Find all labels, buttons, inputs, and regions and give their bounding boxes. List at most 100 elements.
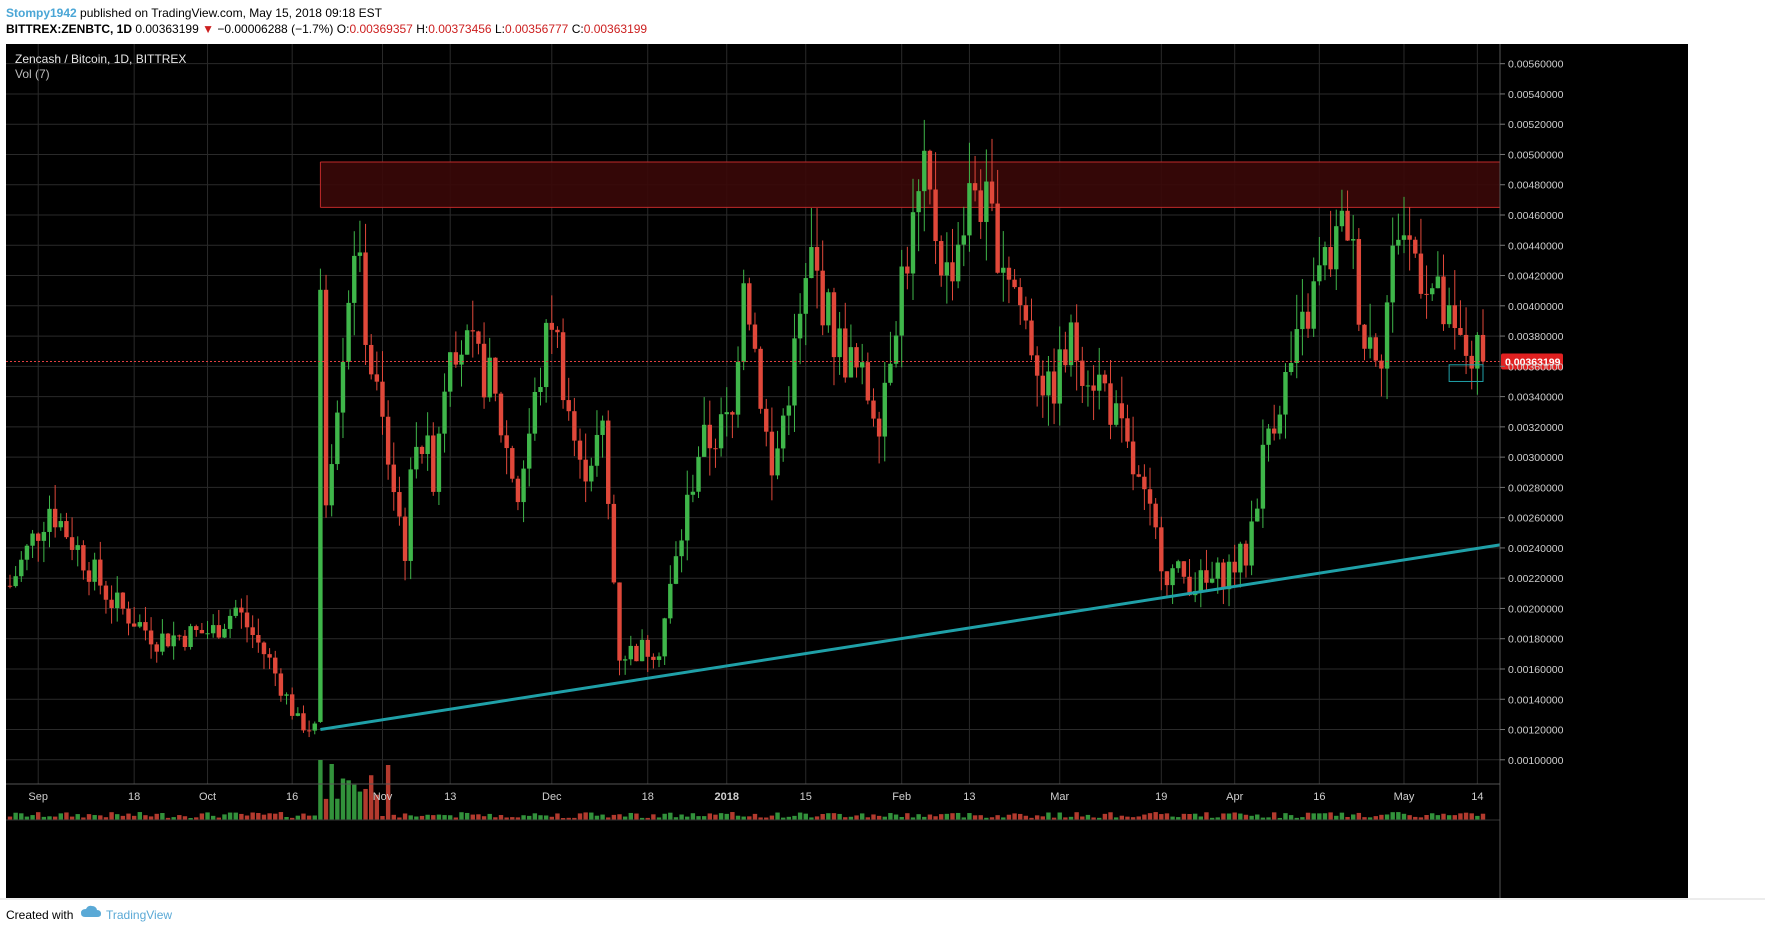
- volume-bar: [939, 814, 944, 820]
- volume-bar: [1164, 813, 1170, 820]
- volume-bar: [470, 814, 475, 820]
- volume-bar: [1418, 817, 1424, 820]
- volume-bar: [1136, 816, 1141, 820]
- candle-body: [1125, 418, 1130, 442]
- volume-bar: [1322, 813, 1328, 820]
- volume-bar: [436, 814, 442, 820]
- volume-indicator-label: Vol (7): [15, 67, 50, 81]
- candle-body: [961, 235, 966, 245]
- price-axis[interactable]: 0.00560000 0.00540000 0.00520000 0.00500000…: [1499, 44, 1564, 898]
- candle-body: [955, 244, 961, 282]
- volume-bar: [690, 813, 696, 820]
- candle-body: [380, 381, 385, 417]
- volume-bar: [961, 817, 966, 820]
- candle-body: [543, 322, 549, 388]
- volume-bar: [1113, 817, 1119, 820]
- candle-body: [1480, 334, 1486, 362]
- author-link[interactable]: Stompy1942: [6, 6, 77, 20]
- volume-bar: [668, 812, 673, 820]
- candle-body: [1294, 329, 1299, 364]
- candle-body: [1458, 328, 1463, 335]
- candle-body: [589, 465, 594, 482]
- volume-bar: [1187, 813, 1192, 820]
- volume-bar: [888, 813, 893, 820]
- volume-bar: [685, 816, 690, 820]
- volume-bar: [397, 817, 402, 820]
- volume-bar: [267, 813, 272, 820]
- tradingview-brand-link[interactable]: TradingView: [106, 908, 173, 922]
- candle-body: [1221, 562, 1226, 590]
- volume-bar: [594, 815, 600, 820]
- candle-body: [555, 329, 560, 333]
- volume-bar: [1130, 817, 1136, 820]
- volume-bar: [239, 813, 244, 820]
- candle-body: [893, 335, 899, 364]
- candle-body: [1147, 489, 1153, 504]
- volume-bar: [86, 814, 92, 820]
- volume-bar: [1469, 813, 1474, 820]
- candle-body: [1238, 543, 1243, 573]
- candle-body: [419, 446, 425, 455]
- candle-body: [41, 531, 47, 541]
- volume-bar: [448, 815, 453, 820]
- volume-bar: [1305, 812, 1311, 820]
- candle-body: [1430, 288, 1435, 295]
- volume-bar: [115, 814, 120, 820]
- volume-bar: [1311, 813, 1316, 820]
- volume-bar: [780, 817, 786, 820]
- volume-bar: [182, 816, 188, 820]
- price-tick-label: 0.00460000: [1508, 210, 1564, 222]
- volume-bar: [194, 817, 199, 820]
- created-with-label: Created with: [6, 908, 74, 922]
- price-tick-label: 0.00560000: [1508, 59, 1564, 71]
- volume-bar: [1034, 815, 1040, 820]
- candle-body: [797, 313, 803, 339]
- candle-body: [75, 545, 80, 550]
- candle-body: [1159, 527, 1164, 572]
- candle-body: [182, 635, 188, 647]
- candle-body: [758, 348, 763, 409]
- volume-bar: [402, 813, 408, 820]
- candle-body: [1164, 571, 1170, 586]
- volume-bar: [69, 816, 75, 820]
- candle-body: [673, 556, 679, 584]
- volume-bar: [764, 817, 769, 820]
- candle-body: [1401, 235, 1407, 240]
- price-tick-label: 0.00400000: [1508, 301, 1564, 313]
- volume-bar: [148, 816, 154, 820]
- candle-body: [289, 694, 295, 716]
- volume-bar: [989, 817, 995, 820]
- candle-body: [58, 521, 63, 528]
- volume-bar: [600, 814, 605, 820]
- time-tick-label: Feb: [892, 791, 911, 803]
- candle-body: [645, 639, 650, 657]
- candle-body: [769, 431, 775, 476]
- candle-body: [1390, 245, 1395, 303]
- volume-bar: [103, 817, 109, 820]
- candle-body: [261, 642, 267, 655]
- volume-bar: [662, 813, 667, 820]
- candle-body: [1384, 302, 1390, 369]
- volume-bar: [363, 788, 368, 820]
- candle-body: [792, 338, 797, 406]
- volume-bar: [1192, 813, 1198, 820]
- volume-bar: [7, 816, 13, 820]
- candle-body: [730, 412, 735, 415]
- candle-body: [13, 576, 18, 587]
- volume-bar: [1238, 813, 1243, 820]
- candle-body: [831, 292, 837, 358]
- close-label: C:: [571, 22, 584, 36]
- candle-body: [103, 585, 109, 600]
- price-chart[interactable]: 0.00363199 0.00560000 0.00540000 0.0052000…: [0, 44, 1765, 898]
- volume-bar: [555, 813, 560, 820]
- volume-bar: [1074, 812, 1079, 820]
- volume-bar: [747, 816, 752, 820]
- volume-bar: [707, 813, 713, 820]
- volume-bar: [916, 814, 921, 820]
- candle-body: [843, 328, 848, 378]
- candle-body: [583, 459, 588, 482]
- volume-bar: [1396, 812, 1401, 820]
- candle-body: [690, 491, 696, 495]
- time-axis[interactable]: Sep 18 Oct 16 Nov 13 Dec 18 2018 15 Feb 13 Mar 19 Apr 1…: [6, 783, 1500, 803]
- candle-body: [425, 435, 430, 455]
